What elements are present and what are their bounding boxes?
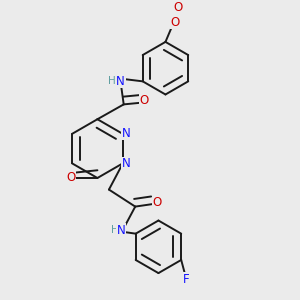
Text: N: N [122,127,130,140]
Text: O: O [139,94,148,107]
Text: O: O [174,2,183,14]
Text: N: N [117,224,126,237]
Text: O: O [67,172,76,184]
Text: N: N [122,158,130,170]
Text: H: H [111,225,119,236]
Text: O: O [171,16,180,28]
Text: F: F [182,273,189,286]
Text: H: H [108,76,116,86]
Text: O: O [152,196,161,209]
Text: N: N [116,75,125,88]
